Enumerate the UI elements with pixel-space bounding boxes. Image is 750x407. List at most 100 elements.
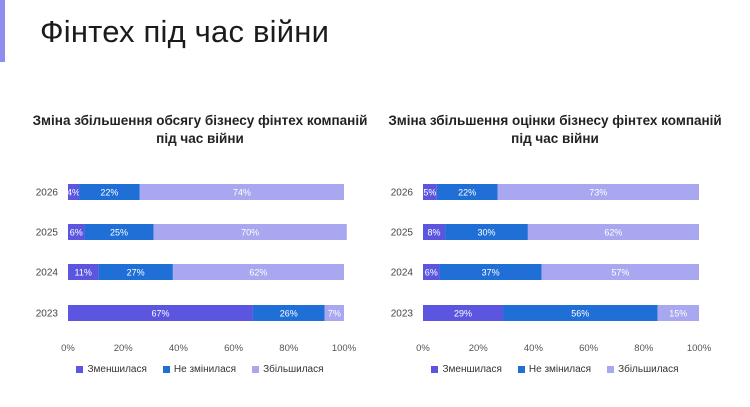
legend-label: Зменшилася bbox=[442, 364, 502, 375]
bar-segment bbox=[445, 224, 528, 240]
data-label: 4% bbox=[67, 188, 80, 198]
data-label: 30% bbox=[477, 228, 495, 238]
bar-segment bbox=[252, 305, 325, 321]
data-label: 56% bbox=[571, 309, 589, 319]
data-label: 25% bbox=[110, 228, 128, 238]
data-label: 29% bbox=[454, 309, 472, 319]
chart-panel-volume: Зміна збільшення обсягу бізнесу фінтех к… bbox=[20, 112, 380, 402]
data-label: 8% bbox=[428, 228, 441, 238]
x-tick-label: 40% bbox=[524, 343, 544, 354]
chart-title-line1: Зміна збільшення оцінки бізнесу фінтех к… bbox=[388, 113, 722, 128]
bar-segment bbox=[423, 264, 440, 280]
x-tick-label: 80% bbox=[279, 343, 299, 354]
category-label: 2026 bbox=[391, 188, 414, 199]
bar-segment bbox=[172, 264, 344, 280]
legend-item: Зменшилася bbox=[431, 364, 502, 375]
chart-title: Зміна збільшення обсягу бізнесу фінтех к… bbox=[20, 112, 380, 148]
legend-item: Зменшилася bbox=[76, 364, 147, 375]
legend-item: Не змінилася bbox=[162, 364, 237, 375]
data-label: 37% bbox=[482, 268, 500, 278]
data-label: 6% bbox=[70, 228, 83, 238]
chart-panel-valuation: Зміна збільшення оцінки бізнесу фінтех к… bbox=[375, 112, 735, 402]
bar-segment bbox=[139, 184, 344, 200]
x-tick-label: 60% bbox=[579, 343, 599, 354]
x-tick-label: 40% bbox=[169, 343, 189, 354]
bar-segment bbox=[423, 184, 437, 200]
legend-swatch bbox=[76, 366, 84, 373]
chart-legend: Зменшилася Не змінилася Збільшилася bbox=[375, 364, 735, 375]
x-tick-label: 20% bbox=[114, 343, 134, 354]
x-tick-label: 60% bbox=[224, 343, 244, 354]
bar-segment bbox=[657, 305, 699, 321]
x-tick-label: 80% bbox=[634, 343, 654, 354]
legend-label: Зменшилася bbox=[87, 364, 147, 375]
data-label: 6% bbox=[425, 268, 438, 278]
bar-segment bbox=[98, 264, 173, 280]
bar-segment bbox=[84, 224, 154, 240]
data-label: 62% bbox=[604, 228, 622, 238]
x-tick-label: 100% bbox=[332, 343, 357, 354]
bar-segment bbox=[497, 184, 699, 200]
chart-title-line2: під час війни bbox=[156, 131, 244, 146]
data-label: 11% bbox=[75, 268, 92, 278]
category-label: 2025 bbox=[391, 228, 414, 239]
bar-segment bbox=[439, 264, 542, 280]
category-label: 2023 bbox=[36, 309, 59, 320]
legend-swatch bbox=[162, 366, 170, 373]
accent-bar bbox=[0, 0, 5, 62]
bar-segment bbox=[527, 224, 699, 240]
legend-label: Збільшилася bbox=[618, 364, 679, 375]
legend-swatch bbox=[607, 366, 615, 373]
bar-segment bbox=[79, 184, 140, 200]
chart-title-line2: під час війни bbox=[511, 131, 599, 146]
legend-swatch bbox=[252, 366, 260, 373]
data-label: 22% bbox=[458, 188, 476, 198]
bar-segment bbox=[68, 224, 85, 240]
data-label: 22% bbox=[100, 188, 118, 198]
x-tick-label: 100% bbox=[687, 343, 712, 354]
stacked-bar-chart-valuation: 2026 5% 22% 73% 2025 8% 30% 62% 2024 6% 37% 57% 2023… bbox=[391, 184, 712, 354]
data-label: 73% bbox=[589, 188, 607, 198]
x-tick-label: 20% bbox=[469, 343, 489, 354]
bar-segment bbox=[68, 184, 80, 200]
category-label: 2025 bbox=[36, 228, 59, 239]
data-label: 15% bbox=[669, 309, 687, 319]
legend-swatch bbox=[517, 366, 525, 373]
data-label: 26% bbox=[280, 309, 298, 319]
data-label: 7% bbox=[328, 309, 341, 319]
x-tick-label: 0% bbox=[416, 343, 430, 354]
bar-segment bbox=[436, 184, 498, 200]
data-label: 67% bbox=[151, 309, 169, 319]
bar-segment bbox=[503, 305, 658, 321]
chart-title-line1: Зміна збільшення обсягу бізнесу фінтех к… bbox=[32, 113, 368, 128]
category-label: 2024 bbox=[391, 268, 414, 279]
bar-segment bbox=[68, 264, 99, 280]
bar-segment bbox=[423, 224, 446, 240]
bar-segment bbox=[541, 264, 699, 280]
category-label: 2023 bbox=[391, 309, 414, 320]
bar-segment bbox=[153, 224, 347, 240]
legend-item: Не змінилася bbox=[517, 364, 592, 375]
data-label: 62% bbox=[249, 268, 267, 278]
stacked-bar-chart-volume: 2026 4% 22% 74% 2025 6% 25% 70% 2024 11% 27% 62% 202… bbox=[36, 184, 357, 354]
legend-label: Збільшилася bbox=[263, 364, 324, 375]
legend-item: Збільшилася bbox=[252, 364, 324, 375]
data-label: 57% bbox=[611, 268, 629, 278]
data-label: 27% bbox=[127, 268, 145, 278]
chart-title: Зміна збільшення оцінки бізнесу фінтех к… bbox=[375, 112, 735, 148]
chart-legend: Зменшилася Не змінилася Збільшилася bbox=[20, 364, 380, 375]
bar-segment bbox=[423, 305, 504, 321]
legend-label: Не змінилася bbox=[528, 364, 592, 375]
legend-swatch bbox=[431, 366, 439, 373]
data-label: 74% bbox=[233, 188, 251, 198]
bar-segment bbox=[324, 305, 344, 321]
page-title: Фінтех під час війни bbox=[40, 14, 330, 49]
data-label: 5% bbox=[423, 188, 436, 198]
legend-item: Збільшилася bbox=[607, 364, 679, 375]
data-label: 70% bbox=[241, 228, 259, 238]
category-label: 2026 bbox=[36, 188, 59, 199]
bar-segment bbox=[68, 305, 253, 321]
legend-label: Не змінилася bbox=[173, 364, 237, 375]
x-tick-label: 0% bbox=[61, 343, 75, 354]
category-label: 2024 bbox=[36, 268, 59, 279]
